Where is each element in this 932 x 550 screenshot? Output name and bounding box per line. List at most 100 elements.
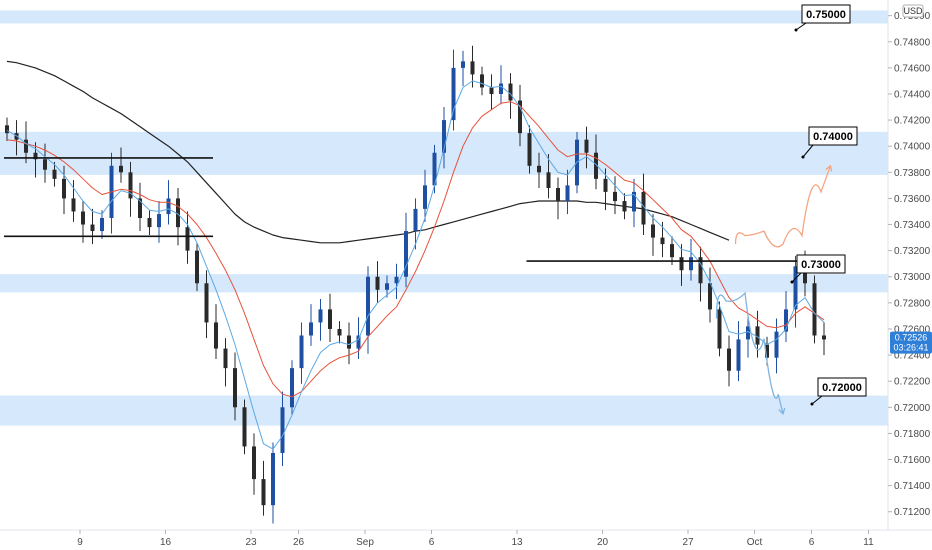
x-tick-label: 27 (682, 537, 694, 548)
candle-down (660, 237, 665, 245)
candle-down (242, 407, 247, 447)
y-tick-label: 0.71200 (894, 507, 931, 518)
y-tick-label: 0.71400 (894, 481, 931, 492)
candle-down (223, 348, 228, 369)
current-price-tag: 0.72526 03:26:41 (890, 331, 932, 354)
callout-pointer (795, 22, 807, 31)
candle-down (52, 169, 57, 179)
candle-down (603, 178, 608, 192)
candle-down (233, 368, 237, 408)
y-tick-label: 0.73400 (894, 220, 931, 231)
x-tick-label: 6 (809, 537, 815, 548)
y-tick-label: 0.74800 (894, 37, 931, 48)
candle-up (451, 67, 456, 121)
y-tick-label: 0.72800 (894, 298, 931, 309)
candle-up (394, 276, 399, 284)
candle-up (689, 257, 693, 271)
candle-up (746, 326, 750, 340)
candle-down (176, 198, 180, 228)
candle-down (727, 348, 731, 371)
candle-down (261, 479, 266, 506)
candle-up (461, 61, 465, 68)
y-tick-label: 0.71600 (894, 455, 931, 466)
candle-up (432, 152, 437, 186)
currency-badge[interactable] (902, 4, 924, 18)
candle-down (508, 83, 513, 101)
callout-box (808, 126, 858, 146)
candle-up (736, 339, 741, 371)
candle-up (271, 452, 275, 506)
x-tick-label: Oct (747, 537, 763, 548)
candle-down (5, 125, 9, 134)
candle-down (33, 152, 38, 160)
candle-down (812, 283, 817, 336)
candle-up (100, 218, 104, 232)
y-tick-label: 0.74400 (894, 89, 931, 100)
x-tick-label: 23 (245, 537, 257, 548)
callout-pointer (811, 395, 823, 405)
y-tick-label: 0.72400 (894, 351, 931, 362)
y-tick-label: 0.74200 (894, 116, 931, 127)
candle-down (81, 211, 85, 225)
candle-down (128, 172, 133, 199)
candle-down (822, 335, 826, 340)
candle-down (480, 74, 484, 88)
candle-up (423, 185, 427, 209)
candle-down (641, 191, 646, 225)
ma-layer (6, 80, 825, 450)
scenario-bullish-path (734, 165, 832, 248)
candle-up (290, 368, 294, 408)
y-tick-label: 0.73000 (894, 272, 931, 283)
candle-up (413, 208, 418, 232)
y-tick-label: 0.73600 (894, 194, 931, 205)
candle-up (356, 335, 361, 349)
x-tick-label: 26 (293, 537, 305, 548)
candle-down (613, 191, 617, 202)
candle-up (309, 322, 313, 336)
scenario-layer (715, 164, 833, 416)
candle-down (138, 198, 142, 219)
zone-0.73000 (0, 274, 888, 293)
candle-up (793, 266, 798, 310)
callout-dot (794, 28, 798, 32)
x-tick-label: 20 (597, 537, 609, 548)
candle-down (556, 187, 560, 202)
candles-layer (5, 45, 826, 524)
candle-up (565, 185, 570, 202)
candle-down (90, 224, 95, 232)
x-tick-label: 13 (511, 537, 523, 548)
callout-label: 0.72000 (822, 382, 862, 394)
y-tick-label: 0.72000 (894, 403, 931, 414)
candle-down (62, 178, 66, 199)
y-tick-label: 0.74600 (894, 63, 931, 74)
candle-down (185, 227, 190, 251)
slow-ma-layer (6, 60, 730, 244)
candle-down (537, 165, 541, 173)
candle-down (698, 257, 703, 284)
y-tick-label: 0.74000 (894, 142, 931, 153)
candle-down (328, 309, 332, 329)
candle-down (214, 322, 218, 349)
candle-down (755, 326, 760, 345)
candle-down (24, 139, 28, 153)
candle-down (147, 218, 152, 228)
countdown-value: 03:26:41 (893, 343, 928, 353)
callout-label: 0.74000 (813, 131, 853, 143)
zone-0.75000 (0, 10, 888, 24)
candle-down (527, 133, 532, 166)
callout-dot (790, 280, 794, 284)
candle-up (499, 83, 503, 94)
xtick-layer: 9 16 23 26 Sep 6 13 20 27 Oct 6 11 (77, 530, 874, 548)
candle-up (166, 198, 171, 215)
zones-layer (0, 10, 888, 426)
candle-up (774, 331, 779, 358)
y-tick-label: 0.72200 (894, 377, 931, 388)
price-axis[interactable] (888, 0, 932, 530)
x-tick-label: 6 (429, 537, 435, 548)
candle-down (765, 344, 769, 358)
candle-down (717, 309, 722, 349)
candle-down (204, 283, 209, 323)
candle-up (632, 191, 636, 212)
callout-dot (801, 155, 805, 159)
